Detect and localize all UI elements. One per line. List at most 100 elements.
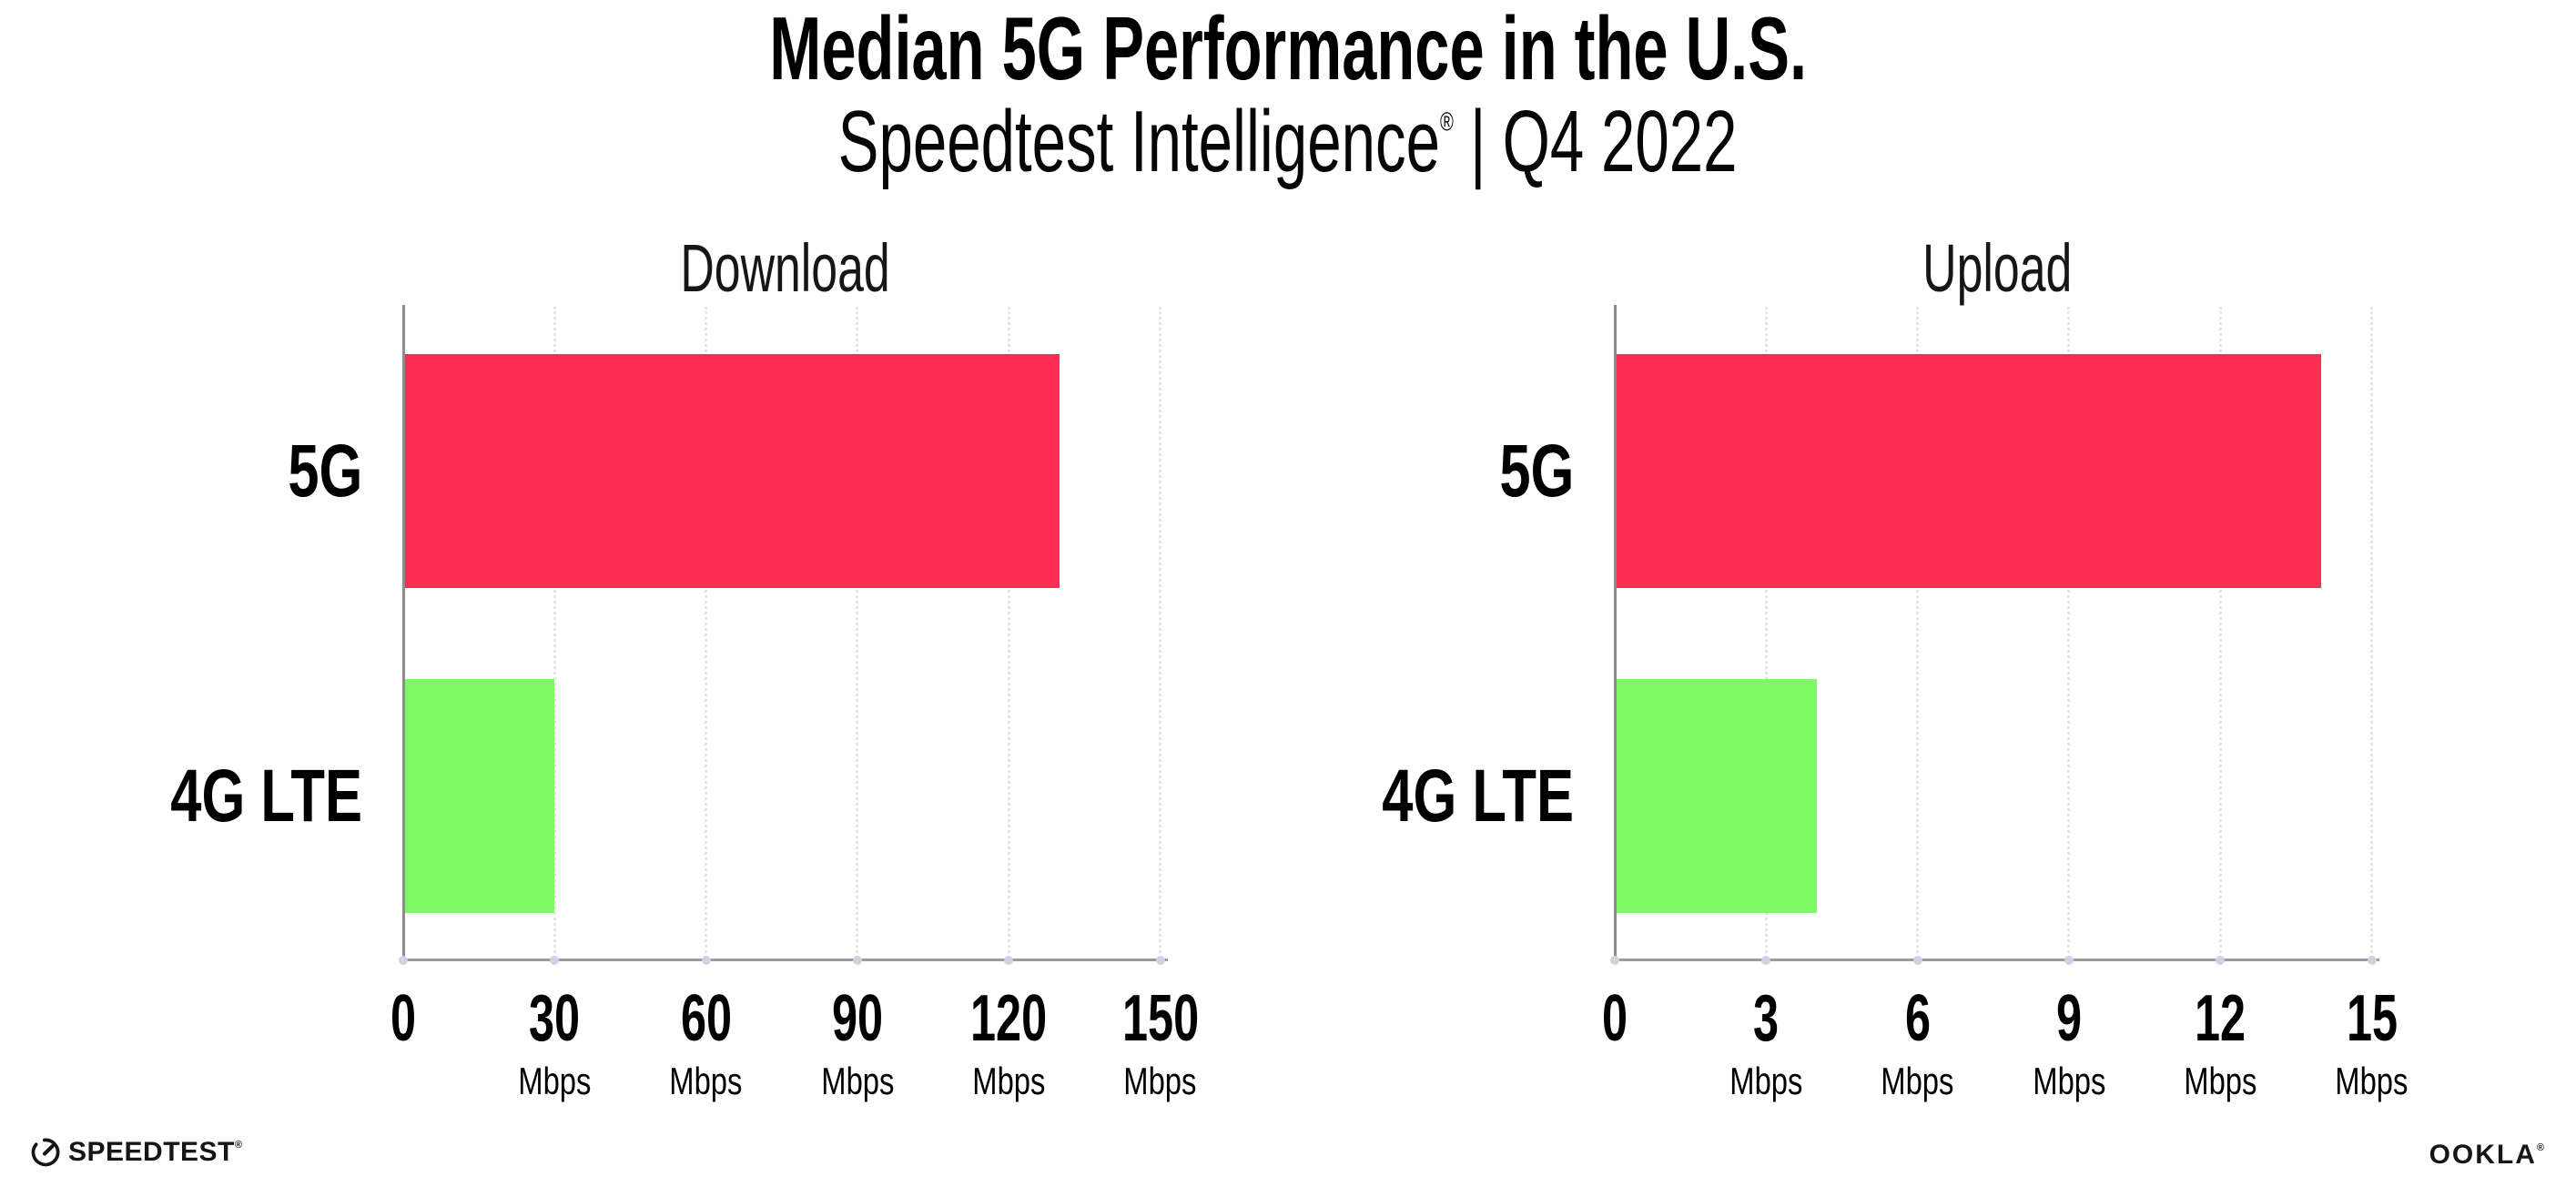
axis-tick-dot-15 bbox=[2367, 956, 2377, 965]
x-tick-unit: Mbps bbox=[1969, 1062, 2169, 1101]
gridline-60 bbox=[705, 307, 708, 959]
x-axis-line bbox=[1615, 959, 2379, 961]
axis-tick-dot-30 bbox=[550, 956, 560, 965]
x-tick-unit: Mbps bbox=[2272, 1062, 2472, 1101]
category-label-5g: 5G bbox=[1273, 429, 1574, 512]
gridline-30 bbox=[553, 307, 556, 959]
axis-title-upload: Upload bbox=[1615, 235, 2379, 302]
x-tick-unit-text: Mbps bbox=[2032, 1060, 2105, 1102]
x-tick-unit: Mbps bbox=[1060, 1062, 1261, 1101]
x-tick-60: 60 Mbps bbox=[606, 986, 806, 1101]
x-tick-unit: Mbps bbox=[908, 1062, 1109, 1101]
category-label-text: 5G bbox=[287, 429, 362, 512]
category-label-text: 4G LTE bbox=[1382, 754, 1574, 837]
bar-5g bbox=[1615, 354, 2322, 588]
axis-tick-dot-60 bbox=[701, 956, 711, 965]
x-tick-unit-text: Mbps bbox=[2335, 1060, 2409, 1102]
axis-title-text: Upload bbox=[1922, 230, 2073, 306]
x-tick-12: 12 Mbps bbox=[2120, 986, 2320, 1101]
axis-tick-dot-3 bbox=[1761, 956, 1771, 965]
x-tick-unit: Mbps bbox=[454, 1062, 654, 1101]
gridline-6 bbox=[1916, 307, 1920, 959]
x-tick-value-text: 12 bbox=[2195, 982, 2246, 1055]
ookla-registered-mark: ® bbox=[2536, 1142, 2546, 1153]
subtitle-period: Q4 2022 bbox=[1503, 93, 1738, 190]
x-tick-value: 3 bbox=[1666, 986, 1866, 1051]
x-tick-value-text: 90 bbox=[831, 982, 883, 1055]
gridline-3 bbox=[1764, 307, 1768, 959]
subtitle-separator: | bbox=[1470, 93, 1486, 190]
x-tick-unit: Mbps bbox=[1666, 1062, 1866, 1101]
x-tick-9: 9 Mbps bbox=[1969, 986, 2169, 1101]
x-tick-value-text: 9 bbox=[2055, 982, 2082, 1055]
x-tick-value: 6 bbox=[1818, 986, 2018, 1051]
x-tick-unit-text: Mbps bbox=[820, 1060, 894, 1102]
axis-tick-dot-0 bbox=[399, 956, 408, 965]
gridline-150 bbox=[1159, 307, 1162, 959]
x-tick-6: 6 Mbps bbox=[1818, 986, 2018, 1101]
category-label-5g: 5G bbox=[62, 429, 362, 512]
x-tick-unit: Mbps bbox=[757, 1062, 958, 1101]
x-tick-value-text: 120 bbox=[970, 982, 1048, 1055]
axis-tick-dot-9 bbox=[2064, 956, 2074, 965]
x-tick-3: 3 Mbps bbox=[1666, 986, 1866, 1101]
x-tick-unit: Mbps bbox=[2120, 1062, 2320, 1101]
axis-tick-dot-120 bbox=[1004, 956, 1014, 965]
x-tick-0: 0 bbox=[303, 986, 503, 1051]
chart-panel-upload: Upload 5G 4G LTE 0 3 Mbps 6 Mbps 9 Mbps 12 Mbps 15 Mb… bbox=[1382, 218, 2408, 1129]
x-tick-value-text: 150 bbox=[1121, 982, 1199, 1055]
gridline-120 bbox=[1007, 307, 1010, 959]
y-axis-line bbox=[1614, 305, 1617, 959]
x-tick-value-text: 6 bbox=[1904, 982, 1931, 1055]
speedtest-registered-mark: ® bbox=[234, 1140, 243, 1151]
x-tick-value: 60 bbox=[606, 986, 806, 1051]
x-tick-150: 150 Mbps bbox=[1060, 986, 1261, 1101]
speedtest-logo: SPEEDTEST® bbox=[31, 1138, 242, 1167]
x-tick-value-text: 60 bbox=[680, 982, 732, 1055]
axis-tick-dot-90 bbox=[852, 956, 862, 965]
category-label-text: 4G LTE bbox=[170, 754, 362, 837]
x-tick-15: 15 Mbps bbox=[2272, 986, 2472, 1101]
x-tick-value-text: 15 bbox=[2346, 982, 2398, 1055]
category-label-text: 5G bbox=[1498, 429, 1574, 512]
x-tick-value: 9 bbox=[1969, 986, 2169, 1051]
bar-4g-lte bbox=[403, 679, 555, 913]
subtitle-brand: Speedtest Intelligence bbox=[838, 93, 1441, 190]
axis-tick-dot-0 bbox=[1610, 956, 1619, 965]
x-tick-value: 0 bbox=[1515, 986, 1715, 1051]
category-label-4g-lte: 4G LTE bbox=[62, 754, 362, 837]
axis-tick-dot-150 bbox=[1155, 956, 1165, 965]
gridline-15 bbox=[2370, 307, 2374, 959]
category-label-4g-lte: 4G LTE bbox=[1273, 754, 1574, 837]
chart-panel-download: Download 5G 4G LTE 0 30 Mbps 60 Mbps 90 Mbps 120 Mb… bbox=[170, 218, 1198, 1129]
axis-tick-dot-12 bbox=[2216, 956, 2226, 965]
x-tick-unit-text: Mbps bbox=[972, 1060, 1046, 1102]
x-tick-value-text: 0 bbox=[1601, 982, 1628, 1055]
x-tick-unit: Mbps bbox=[606, 1062, 806, 1101]
plot-area: 5G 4G LTE bbox=[1382, 305, 2379, 965]
x-tick-90: 90 Mbps bbox=[757, 986, 958, 1101]
x-tick-value: 120 bbox=[908, 986, 1109, 1051]
x-tick-unit-text: Mbps bbox=[1123, 1060, 1197, 1102]
ookla-logo: OOKLA® bbox=[2429, 1141, 2546, 1169]
x-tick-unit-text: Mbps bbox=[1729, 1060, 1803, 1102]
speedtest-gauge-icon bbox=[31, 1138, 60, 1167]
bar-4g-lte bbox=[1615, 679, 1817, 913]
x-tick-unit-text: Mbps bbox=[669, 1060, 743, 1102]
gridline-90 bbox=[856, 307, 859, 959]
x-axis-line bbox=[403, 959, 1168, 961]
gridline-12 bbox=[2218, 307, 2222, 959]
axis-title-text: Download bbox=[680, 230, 891, 306]
x-tick-value-text: 30 bbox=[529, 982, 581, 1055]
bar-5g bbox=[403, 354, 1060, 588]
gridline-9 bbox=[2067, 307, 2071, 959]
x-tick-0: 0 bbox=[1515, 986, 1715, 1051]
registered-mark: ® bbox=[1440, 107, 1455, 137]
speedtest-logo-text: SPEEDTEST® bbox=[68, 1137, 243, 1167]
axis-title-download: Download bbox=[403, 235, 1168, 302]
x-tick-value-text: 3 bbox=[1753, 982, 1780, 1055]
x-tick-value: 30 bbox=[454, 986, 654, 1051]
x-tick-unit: Mbps bbox=[1818, 1062, 2018, 1101]
x-tick-value: 90 bbox=[757, 986, 958, 1051]
